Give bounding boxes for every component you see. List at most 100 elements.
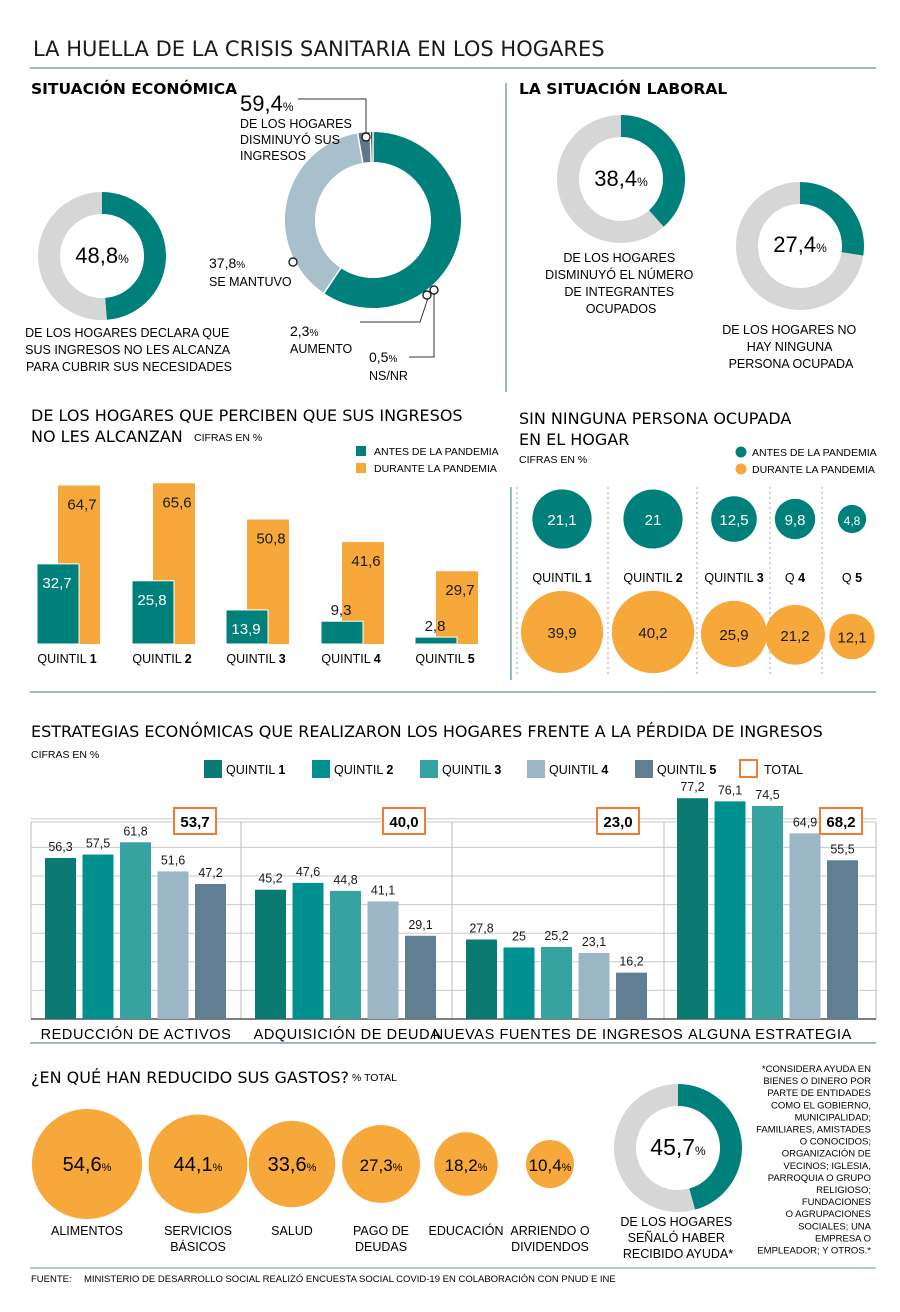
- donut-ninguna-ocupada-caption: DE LOS HOGARES NO HAY NINGUNA PERSONA OC…: [722, 323, 860, 371]
- donut-big-slice-2: [357, 132, 372, 163]
- bar-label-1-quintil-2: 57,5: [86, 837, 110, 851]
- bar-label-4-quintil-4: 64,9: [793, 815, 817, 829]
- bar-2-quintil-4: [367, 901, 399, 1019]
- x-label-quintil-3: QUINTIL 3: [226, 652, 285, 666]
- label-durante-3: 50,8: [256, 531, 285, 548]
- label-durante-2: 65,6: [162, 494, 191, 511]
- total-value-4: 68,2: [826, 814, 855, 831]
- donut-ingresos-no-alcanzan-value: 48,8%: [75, 243, 129, 268]
- svg-text:AUMENTO: AUMENTO: [290, 342, 353, 356]
- svg-text:NS/NR: NS/NR: [369, 369, 408, 383]
- bubble-category-3: QUINTIL 3: [704, 571, 763, 585]
- donut-ayuda-value: 45,7%: [650, 1134, 706, 1160]
- category-label-4: ALGUNA ESTRATEGIA: [688, 1027, 852, 1043]
- legend-swatch-total: [739, 759, 758, 778]
- gasto-circle-1: [31, 1108, 143, 1220]
- gasto-circle-6: [525, 1139, 575, 1189]
- bubble-durante-label-5: 12,1: [837, 630, 866, 647]
- bubble-durante-3: [700, 600, 768, 668]
- gasto-value-4: 27,3%: [360, 1156, 403, 1175]
- bar-label-3-quintil-5: 16,2: [619, 955, 643, 969]
- bar-label-1-quintil-1: 56,3: [48, 840, 72, 854]
- label-antes-3: 13,9: [231, 621, 260, 638]
- gasto-label-6: DIVIDENDOS: [511, 1240, 589, 1254]
- total-value-1: 53,7: [180, 814, 209, 831]
- total-box-3: [596, 807, 640, 835]
- gasto-circle-3: [248, 1120, 336, 1208]
- gasto-label-1: ALIMENTOS: [51, 1224, 123, 1238]
- bar-label-2-quintil-1: 45,2: [258, 872, 282, 886]
- legend-swatch-quintil-5: [635, 760, 653, 778]
- donut-ayuda-caption: DE LOS HOGARES SEÑALÓ HABER RECIBIDO AYU…: [620, 1215, 735, 1261]
- gasto-label-2: SERVICIOS: [164, 1224, 232, 1238]
- bar-antes-5: [414, 636, 458, 645]
- sin-persona-title-line2: EN EL HOGAR: [519, 430, 629, 449]
- legend-label-total: TOTAL: [764, 763, 803, 777]
- bar-label-1-quintil-3: 61,8: [123, 824, 147, 838]
- section-title-situacion-economica: SITUACIÓN ECONÓMICA: [31, 79, 237, 98]
- gasto-value-6: 10,4%: [529, 1156, 572, 1175]
- gasto-value-2: 44,1%: [174, 1154, 223, 1176]
- donut-disminuyo-ocupados-value: 38,4%: [594, 166, 648, 191]
- total-box-1: [173, 807, 217, 835]
- ingresos-chart-title-line2: NO LES ALCANZAN: [31, 427, 183, 446]
- legend-label-quintil-4: QUINTIL 4: [549, 763, 608, 777]
- bar-3-quintil-3: [541, 946, 572, 1019]
- bar-label-4-quintil-2: 76,1: [718, 783, 742, 797]
- donut-big-separator: [356, 132, 364, 165]
- bubble-antes-label-3: 12,5: [719, 512, 748, 529]
- bar-4-quintil-5: [827, 860, 858, 1019]
- svg-text:2,3%: 2,3%: [290, 323, 318, 339]
- bar-label-4-quintil-3: 74,5: [755, 788, 779, 802]
- svg-text:0,5%: 0,5%: [369, 349, 397, 365]
- gasto-circle-2: [148, 1114, 248, 1214]
- total-box-4: [819, 807, 863, 835]
- gasto-label-6: ARRIENDO O: [510, 1224, 589, 1238]
- bar-label-3-quintil-3: 25,2: [544, 929, 568, 943]
- estrategias-title: ESTRATEGIAS ECONÓMICAS QUE REALIZARON LO…: [31, 722, 823, 741]
- gasto-circle-5: [434, 1132, 498, 1196]
- total-value-2: 40,0: [389, 814, 418, 831]
- gasto-value-3: 33,6%: [268, 1154, 317, 1176]
- bar-label-4-quintil-5: 55,5: [830, 842, 854, 856]
- page-title: LA HUELLA DE LA CRISIS SANITARIA EN LOS …: [33, 37, 605, 61]
- bar-2-quintil-2: [292, 882, 324, 1019]
- bar-2-quintil-3: [330, 890, 361, 1019]
- category-label-1: REDUCCIÓN DE ACTIVOS: [41, 1026, 232, 1043]
- legend-swatch-quintil-2: [312, 760, 330, 778]
- bar-2-quintil-5: [405, 935, 436, 1019]
- bar-3-quintil-5: [616, 972, 647, 1019]
- bubble-category-4: Q 4: [785, 571, 805, 585]
- donut-big-separator: [322, 266, 342, 295]
- label-antes-4: 9,3: [331, 602, 352, 619]
- sin-persona-legend: ANTES DE LA PANDEMIA DURANTE LA PANDEMIA: [735, 446, 877, 476]
- x-label-quintil-5: QUINTIL 5: [415, 652, 474, 666]
- bar-antes-3: [225, 609, 269, 645]
- category-label-3: NUEVAS FUENTES DE INGRESOS: [433, 1027, 684, 1043]
- x-label-quintil-1: QUINTIL 1: [37, 652, 96, 666]
- bubble-durante-5: [829, 613, 875, 660]
- ingresos-chart-subtitle: CIFRAS EN %: [194, 432, 262, 444]
- gasto-label-4: DEUDAS: [355, 1240, 407, 1254]
- donut-lab2-slice-0: [799, 182, 864, 256]
- gasto-value-5: 18,2%: [445, 1156, 488, 1175]
- x-label-quintil-2: QUINTIL 2: [132, 652, 191, 666]
- donut-ayuda-slice-0: [677, 1084, 742, 1210]
- ingresos-legend: ANTES DE LA PANDEMIA DURANTE LA PANDEMIA: [356, 446, 499, 475]
- gasto-label-5: EDUCACIÓN: [428, 1223, 503, 1238]
- bubble-antes-label-5: 4,8: [844, 514, 861, 528]
- donut-ayuda: [614, 1084, 742, 1212]
- bubble-antes-label-1: 21,1: [547, 512, 576, 529]
- bubble-antes-label-4: 9,8: [785, 512, 806, 529]
- bar-label-3-quintil-2: 25: [512, 930, 526, 944]
- bar-2-quintil-1: [255, 889, 286, 1019]
- svg-text:DURANTE LA PANDEMIA: DURANTE LA PANDEMIA: [374, 463, 497, 475]
- bar-3-quintil-4: [578, 952, 610, 1019]
- ingresos-chart-title-line1: DE LOS HOGARES QUE PERCIBEN QUE SUS INGR…: [31, 406, 463, 425]
- footer-source-text: MINISTERIO DE DESARROLLO SOCIAL REALIZÓ …: [84, 1274, 616, 1285]
- bar-label-4-quintil-1: 77,2: [680, 780, 704, 794]
- bubble-antes-4: [774, 498, 816, 540]
- bar-4-quintil-2: [714, 801, 746, 1019]
